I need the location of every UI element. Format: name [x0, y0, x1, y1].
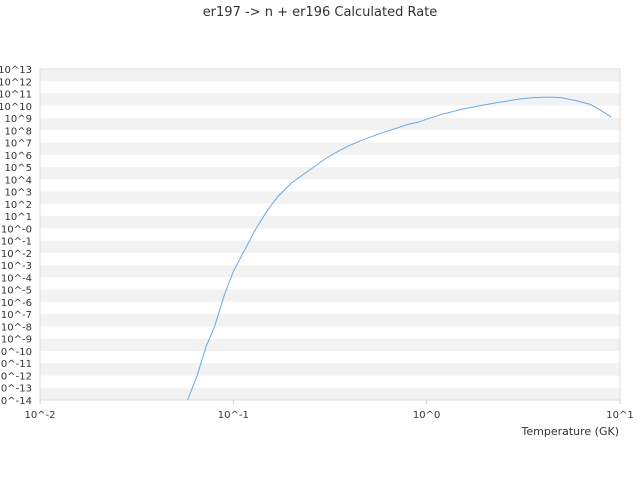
grid-band	[40, 375, 620, 388]
grid-band	[40, 81, 620, 94]
grid-band	[40, 228, 620, 241]
x-tick-label: 10^-2	[24, 410, 55, 421]
y-tick-label: 10^8	[5, 126, 32, 137]
grid-band	[40, 118, 620, 131]
y-tick-label: 10^9	[5, 114, 32, 125]
y-tick-label: 10^1	[5, 212, 32, 223]
grid-band	[40, 277, 620, 290]
y-tick-label: 10^2	[5, 200, 32, 211]
y-tick-label: 10^12	[0, 77, 32, 88]
x-axis: 10^-2 10^-1 10^0 10^1	[24, 400, 634, 421]
y-tick-label: 10^13	[0, 65, 32, 76]
y-tick-label: 10^-4	[1, 273, 32, 284]
x-tick-label: 10^-1	[218, 410, 249, 421]
grid-band	[40, 69, 620, 82]
grid-band	[40, 191, 620, 204]
grid-band	[40, 387, 620, 400]
y-tick-label: 10^-14	[0, 396, 32, 407]
y-tick-label: 10^-7	[1, 310, 32, 321]
grid-band	[40, 130, 620, 143]
series-line	[187, 96, 612, 401]
y-tick-label: 10^-9	[1, 335, 32, 346]
grid-band	[40, 326, 620, 339]
grid-band	[40, 265, 620, 278]
grid-bands	[40, 69, 620, 400]
y-tick-label: 10^4	[5, 175, 32, 186]
grid-band	[40, 314, 620, 327]
grid-band	[40, 240, 620, 253]
grid-band	[40, 203, 620, 217]
chart-title: er197 -> n + er196 Calculated Rate	[203, 5, 438, 20]
y-tick-label: 10^11	[0, 90, 32, 101]
y-tick-label: 10^3	[5, 188, 32, 199]
grid-band	[40, 93, 620, 106]
y-tick-label: 10^-5	[1, 286, 32, 297]
x-tick-label: 10^1	[606, 410, 633, 421]
grid-band	[40, 301, 620, 315]
x-axis-label: Temperature (GK)	[521, 425, 620, 438]
y-tick-label: 10^-10	[0, 347, 32, 358]
y-tick-label: 10^-13	[0, 384, 32, 395]
y-tick-label: 10^-11	[0, 359, 32, 370]
y-tick-label: 10^-0	[1, 224, 32, 235]
y-tick-label: 10^-3	[1, 261, 32, 272]
grid-band	[40, 289, 620, 302]
y-tick-label: 10^6	[5, 151, 32, 162]
x-tick-label: 10^0	[413, 410, 440, 421]
y-tick-label: 10^-1	[1, 237, 32, 248]
y-tick-label: 10^-6	[1, 298, 32, 309]
y-tick-label: 10^7	[5, 139, 32, 150]
y-tick-label: 10^-2	[1, 249, 32, 260]
grid-band	[40, 179, 620, 192]
grid-band	[40, 350, 620, 364]
grid-band	[40, 154, 620, 168]
grid-band	[40, 252, 620, 266]
grid-band	[40, 338, 620, 351]
grid-band	[40, 167, 620, 180]
grid-band	[40, 216, 620, 229]
plot-frame	[39, 68, 621, 401]
y-tick-label: 10^5	[5, 163, 32, 174]
y-tick-label: 10^-12	[0, 371, 32, 382]
y-tick-label: 10^10	[0, 102, 32, 113]
y-tick-label: 10^-8	[1, 322, 32, 333]
grid-band	[40, 105, 620, 119]
grid-band	[40, 363, 620, 376]
grid-band	[40, 142, 620, 155]
